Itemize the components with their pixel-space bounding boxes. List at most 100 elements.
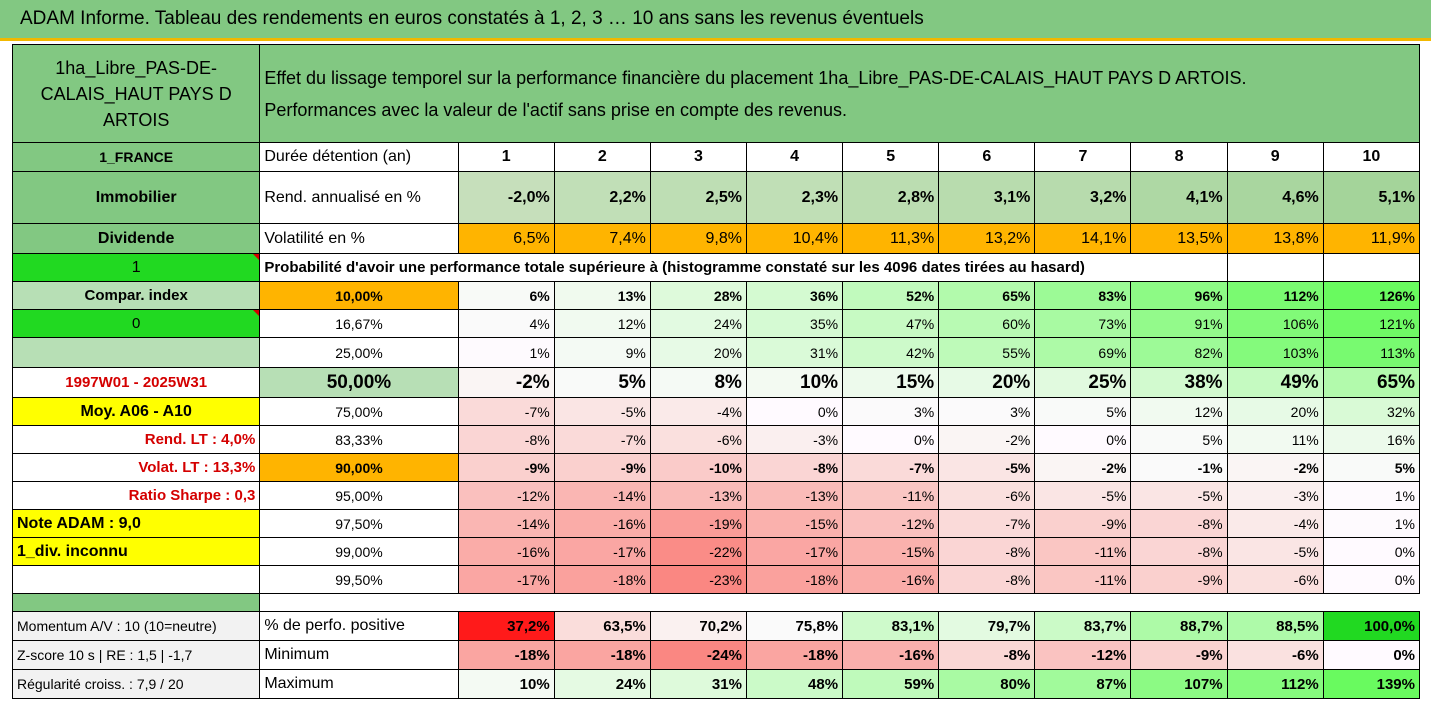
quantile-value: 103% (1226, 337, 1324, 368)
duration-label: Durée détention (an) (259, 142, 459, 172)
vol-value: 14,1% (1034, 223, 1132, 254)
quantile-value: 0% (1034, 425, 1132, 454)
quantile-label: 50,00% (259, 367, 459, 398)
bottom-value: 112% (1226, 669, 1324, 699)
quantile-value: 36% (745, 281, 844, 310)
compar-index-label: Compar. index (11, 281, 261, 310)
quantile-value: 96% (1130, 281, 1228, 310)
bottom-left-label: Z-score 10 s | RE : 1,5 | -1,7 (11, 640, 261, 670)
quantile-value: 0% (1322, 565, 1421, 594)
bottom-value: 48% (745, 669, 844, 699)
quantile-value: -17% (553, 537, 651, 566)
quantile-value: -16% (553, 509, 651, 538)
vol-label: Volatilité en % (259, 223, 459, 254)
year-header: 4 (745, 142, 844, 172)
quantile-value: -7% (938, 509, 1036, 538)
quantile-value: 4% (457, 309, 555, 338)
bottom-value: 10% (457, 669, 555, 699)
bottom-value: 88,7% (1130, 611, 1228, 641)
quantile-value: 31% (745, 337, 844, 368)
quantile-value: 121% (1322, 309, 1421, 338)
quantile-value: 91% (1130, 309, 1228, 338)
quantile-value: 65% (938, 281, 1036, 310)
quantile-value: -2% (938, 425, 1036, 454)
flag-zero: 0 (11, 309, 261, 338)
quantile-value: 106% (1226, 309, 1324, 338)
year-header: 9 (1226, 142, 1324, 172)
probability-label: Probabilité d'avoir une performance tota… (259, 253, 1228, 282)
quantile-value: 1% (1322, 481, 1421, 510)
bottom-value: -6% (1226, 640, 1324, 670)
bottom-value: 70,2% (649, 611, 747, 641)
report-frame: 1ha_Libre_PAS-DE-CALAIS_HAUT PAYS D ARTO… (8, 44, 1427, 716)
spacer-cell (11, 565, 261, 594)
quantile-value: -5% (1034, 481, 1132, 510)
volat-lt-label: Volat. LT : 13,3% (11, 453, 261, 482)
quantile-value: 113% (1322, 337, 1421, 368)
quantile-value: 5% (1034, 397, 1132, 426)
year-header: 1 (457, 142, 555, 172)
quantile-value: -23% (649, 565, 747, 594)
quantile-value: 0% (842, 425, 940, 454)
bottom-value: -18% (457, 640, 555, 670)
quantile-value: 83% (1034, 281, 1132, 310)
rend-value: 2,3% (745, 171, 844, 224)
quantile-value: 73% (1034, 309, 1132, 338)
rend-value: 5,1% (1322, 171, 1421, 224)
bottom-value: -18% (745, 640, 844, 670)
quantile-value: 65% (1322, 367, 1421, 398)
quantile-value: 69% (1034, 337, 1132, 368)
quantile-value: -6% (1226, 565, 1324, 594)
bottom-value: -8% (938, 640, 1036, 670)
bottom-value: 0% (1322, 640, 1421, 670)
bottom-value: 63,5% (553, 611, 651, 641)
quantile-value: 20% (649, 337, 747, 368)
quantile-value: -8% (938, 537, 1036, 566)
quantile-value: 35% (745, 309, 844, 338)
rend-value: 3,1% (938, 171, 1036, 224)
rend-value: 4,6% (1226, 171, 1324, 224)
quantile-value: -18% (745, 565, 844, 594)
quantile-value: -8% (1130, 537, 1228, 566)
quantile-value: -11% (1034, 537, 1132, 566)
quantile-value: 20% (938, 367, 1036, 398)
quantile-value: -2% (457, 367, 555, 398)
quantile-value: -13% (649, 481, 747, 510)
quantile-value: -6% (649, 425, 747, 454)
quantile-value: -10% (649, 453, 747, 482)
quantile-value: -12% (842, 509, 940, 538)
quantile-value: 20% (1226, 397, 1324, 426)
bottom-value: 24% (553, 669, 651, 699)
note-adam-label: Note ADAM : 9,0 (11, 509, 261, 538)
quantile-label: 16,67% (259, 309, 459, 338)
quantile-value: -9% (553, 453, 651, 482)
quantile-value: -17% (457, 565, 555, 594)
quantile-value: 28% (649, 281, 747, 310)
separator-cell (260, 594, 1420, 612)
bottom-left-label: Momentum A/V : 10 (10=neutre) (11, 611, 261, 641)
bottom-value: -16% (842, 640, 940, 670)
vol-value: 10,4% (745, 223, 844, 254)
vol-value: 11,9% (1322, 223, 1421, 254)
bottom-row-label: % de perfo. positive (259, 611, 459, 641)
moy-label: Moy. A06 - A10 (11, 397, 261, 426)
quantile-value: -15% (745, 509, 844, 538)
bottom-value: -24% (649, 640, 747, 670)
quantile-label: 75,00% (259, 397, 459, 426)
bottom-value: 107% (1130, 669, 1228, 699)
quantile-value: -4% (649, 397, 747, 426)
quantile-value: 47% (842, 309, 940, 338)
quantile-label: 97,50% (259, 509, 459, 538)
rend-value: 2,5% (649, 171, 747, 224)
quantile-value: -4% (1226, 509, 1324, 538)
quantile-value: 5% (1322, 453, 1421, 482)
quantile-label: 25,00% (259, 337, 459, 368)
report-title: ADAM Informe. Tableau des rendements en … (0, 0, 1431, 38)
quantile-value: 126% (1322, 281, 1421, 310)
flag-one: 1 (11, 253, 261, 282)
quantile-value: -13% (745, 481, 844, 510)
quantile-value: 3% (842, 397, 940, 426)
quantile-value: -11% (842, 481, 940, 510)
quantile-value: 12% (1130, 397, 1228, 426)
bottom-left-label: Régularité croiss. : 7,9 / 20 (11, 669, 261, 699)
